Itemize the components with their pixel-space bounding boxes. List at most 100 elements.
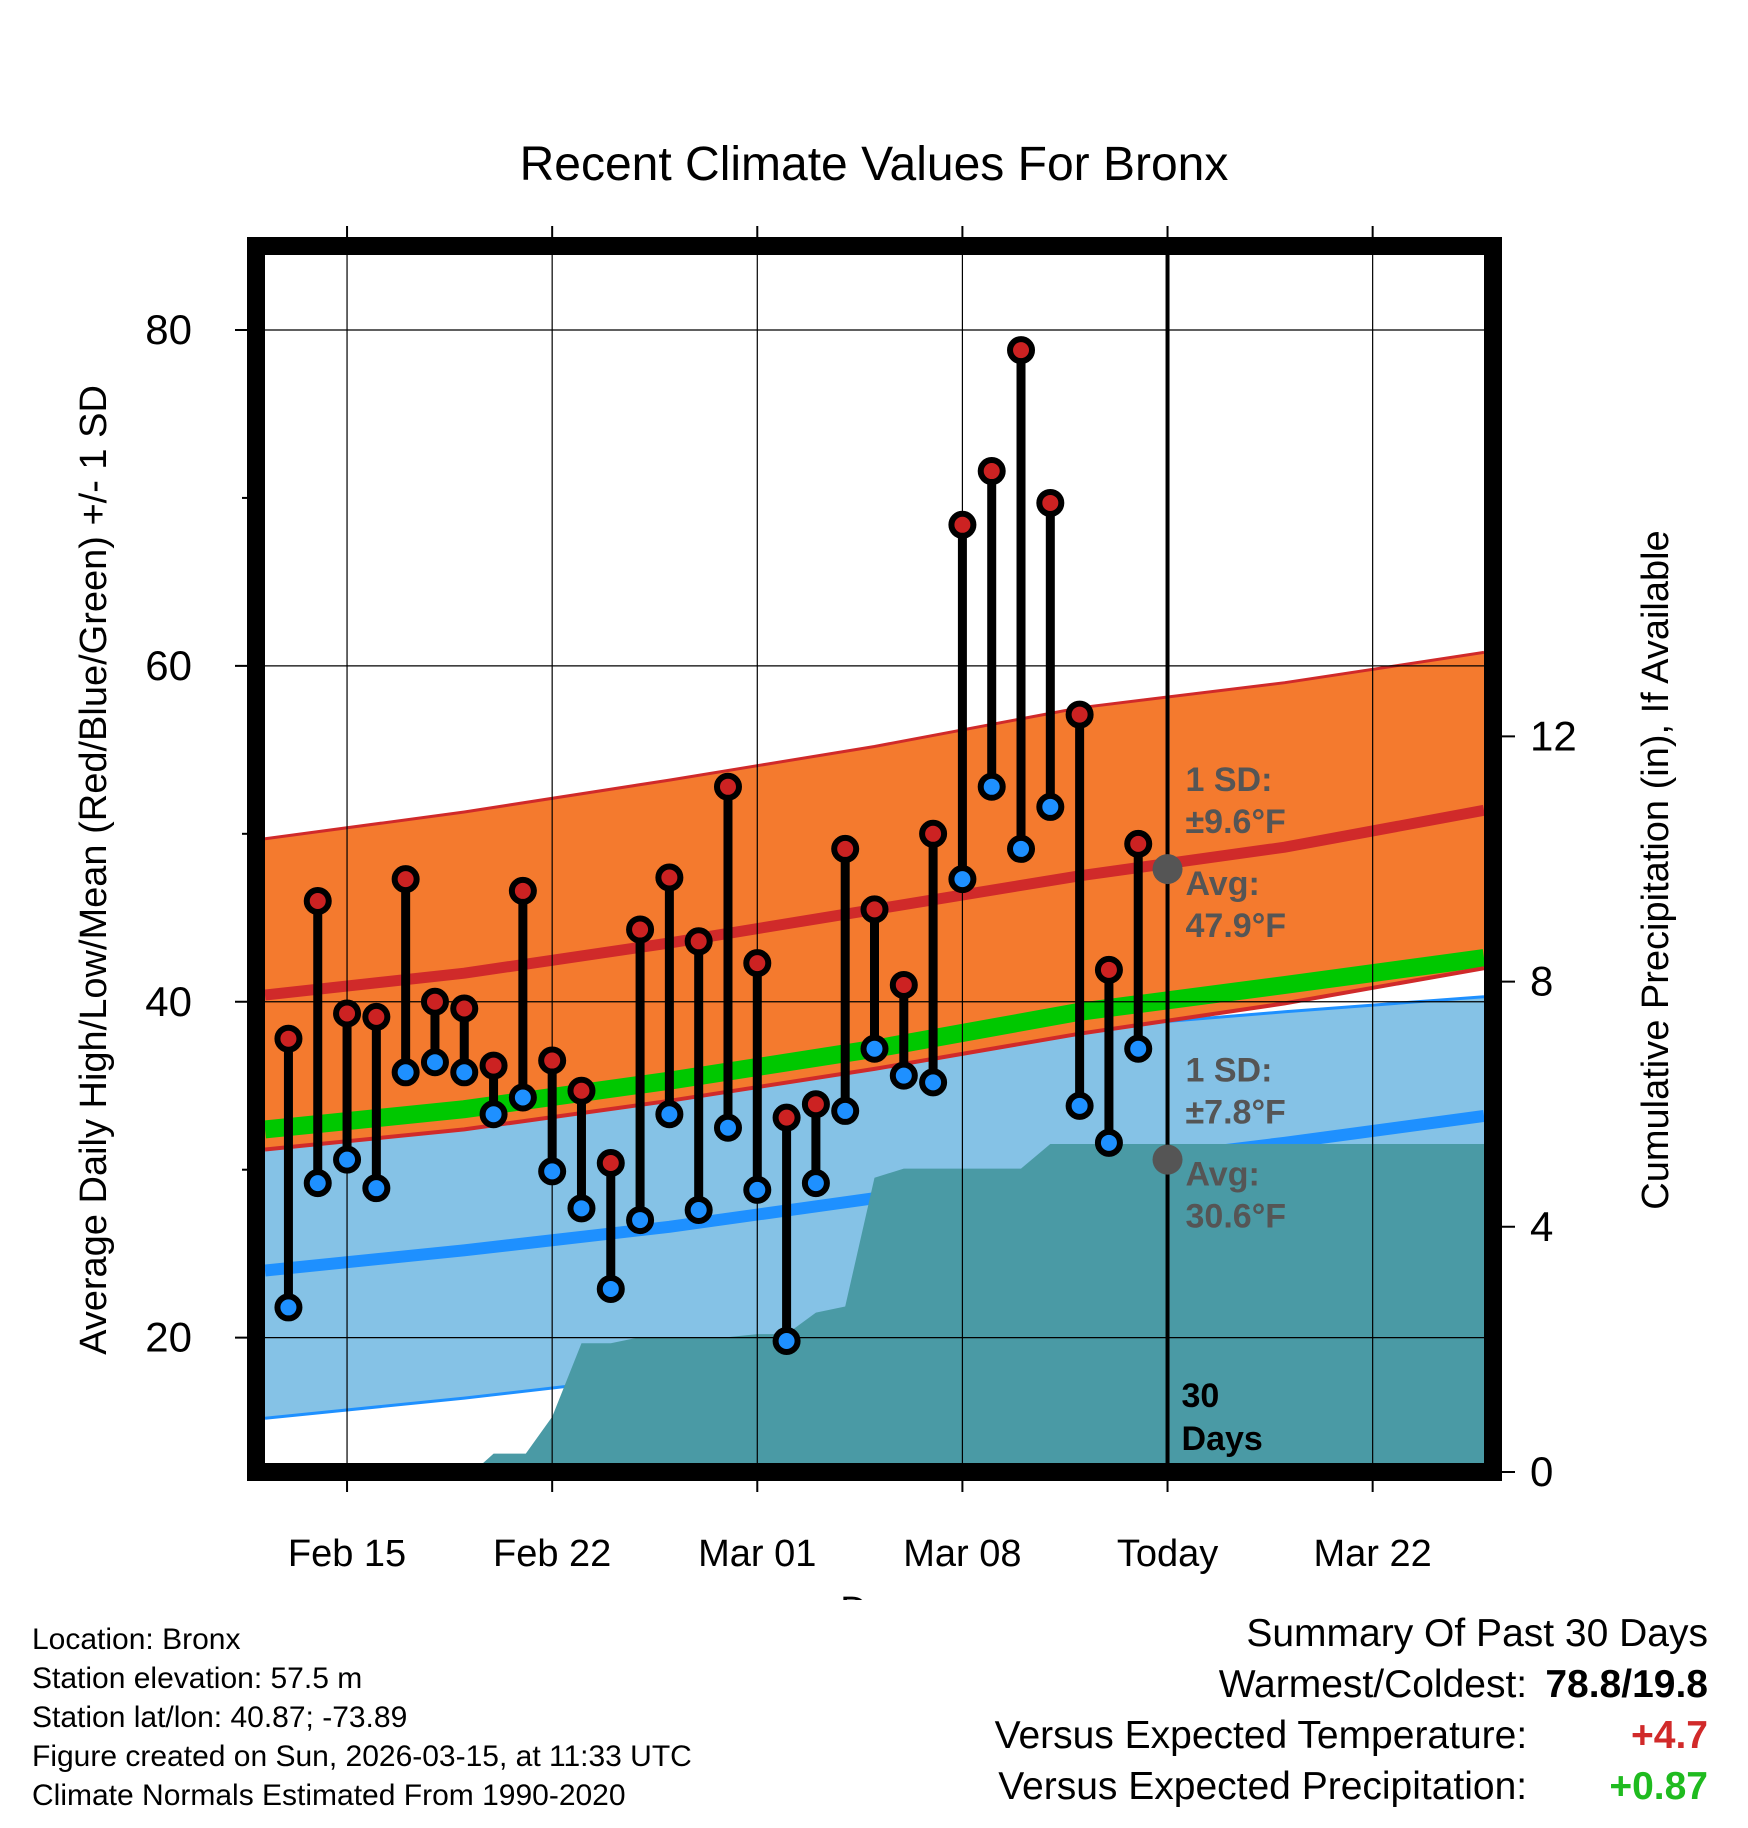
daily-high-point xyxy=(1065,700,1094,729)
daily-high-point xyxy=(743,949,772,978)
daily-low-point xyxy=(948,865,977,894)
daily-low-point xyxy=(538,1157,567,1186)
today-high-normal-point xyxy=(1152,854,1183,885)
daily-high-point xyxy=(596,1148,625,1177)
daily-high-point xyxy=(772,1103,801,1132)
daily-low-point xyxy=(626,1206,655,1235)
daily-high-point xyxy=(919,819,948,848)
daily-low-point xyxy=(1007,834,1036,863)
precipitation-area xyxy=(473,1144,1484,1472)
daily-low-point xyxy=(1094,1128,1123,1157)
daily-high-point xyxy=(655,863,684,892)
warmest-label: Warmest/Coldest: xyxy=(1218,1663,1528,1706)
plot-frame xyxy=(247,237,1502,1481)
figure-created: Figure created on Sun, 2026-03-15, at 11… xyxy=(32,1740,692,1773)
x-tick-label-today: Today xyxy=(1117,1533,1218,1575)
x-tick-label-mar-01: Mar 01 xyxy=(698,1533,816,1575)
precip-departure-label: Versus Expected Precipitation: xyxy=(998,1765,1528,1808)
normal-annotations: 1 SD: ±9.6°F Avg: 47.9°F 1 SD: ±7.8°F Avg: 30.6… xyxy=(1152,761,1287,1458)
high-sd-upper-edge xyxy=(265,650,1484,841)
daily-low-point xyxy=(450,1058,479,1087)
daily-high-point xyxy=(538,1046,567,1075)
daily-high-point xyxy=(626,915,655,944)
high-avg-value: 47.9°F xyxy=(1186,907,1287,945)
low-avg-label: Avg: xyxy=(1186,1156,1260,1194)
daily-low-point xyxy=(567,1194,596,1223)
daily-high-point xyxy=(508,876,537,905)
daily-high-point xyxy=(391,865,420,894)
station-latlon: Station lat/lon: 40.87; -73.89 xyxy=(32,1701,408,1734)
today-low-normal-point xyxy=(1152,1144,1183,1175)
daily-low-point xyxy=(889,1061,918,1090)
daily-high-point xyxy=(948,510,977,539)
station-elevation: Station elevation: 57.5 m xyxy=(32,1662,363,1695)
summary-temp-row: Versus Expected Temperature: +4.7 xyxy=(995,1710,1708,1761)
daily-low-point xyxy=(919,1068,948,1097)
warmest-value: 78.8/19.8 xyxy=(1545,1663,1708,1706)
daily-low-point xyxy=(831,1096,860,1125)
daily-low-point xyxy=(860,1034,889,1063)
days-count-label: 30 xyxy=(1182,1377,1220,1415)
y-tick-label-60: 60 xyxy=(145,642,192,689)
precip-departure-value: +0.87 xyxy=(1609,1765,1708,1808)
y2-tick-label-8: 8 xyxy=(1530,958,1553,1005)
high-sd-label: 1 SD: xyxy=(1186,761,1273,799)
daily-low-point xyxy=(420,1048,449,1077)
daily-high-point xyxy=(1007,336,1036,365)
high-sd-lower-edge xyxy=(265,966,1484,1152)
daily-high-point xyxy=(420,987,449,1016)
daily-high-point xyxy=(333,999,362,1028)
daily-low-point xyxy=(801,1169,830,1198)
daily-high-point xyxy=(274,1024,303,1053)
temp-departure-value: +4.7 xyxy=(1631,1714,1708,1757)
x-tick-label-feb-22: Feb 22 xyxy=(493,1533,611,1575)
low-sd-value: ±7.8°F xyxy=(1186,1094,1286,1132)
x-tick-label-feb-15: Feb 15 xyxy=(288,1533,406,1575)
x-tick-label-mar-08: Mar 08 xyxy=(903,1533,1021,1575)
daily-low-point xyxy=(772,1327,801,1356)
y2-axis-label: Cumulative Precipitation (in), If Availa… xyxy=(1635,530,1677,1209)
axes: 20 40 60 80 0 4 8 12 Feb 15 Feb 22 Mar 01 Mar 08 Tod… xyxy=(145,226,1577,1575)
daily-low-point xyxy=(508,1083,537,1112)
daily-low-point xyxy=(655,1100,684,1129)
daily-low-point xyxy=(333,1145,362,1174)
high-avg-label: Avg: xyxy=(1186,865,1260,903)
daily-high-point xyxy=(801,1090,830,1119)
daily-low-point xyxy=(1036,792,1065,821)
daily-high-point xyxy=(1124,829,1153,858)
precipitation-area-shape xyxy=(473,1144,1484,1472)
daily-high-point xyxy=(889,970,918,999)
days-word-label: Days xyxy=(1182,1420,1263,1458)
daily-high-point xyxy=(860,895,889,924)
daily-high-point xyxy=(567,1076,596,1105)
station-location: Location: Bronx xyxy=(32,1623,241,1656)
daily-markers xyxy=(274,336,1153,1356)
daily-low-point xyxy=(977,772,1006,801)
daily-low-point xyxy=(743,1175,772,1204)
daily-low-point xyxy=(303,1169,332,1198)
temp-departure-label: Versus Expected Temperature: xyxy=(994,1714,1528,1757)
chart-title: Recent Climate Values For Bronx xyxy=(520,138,1229,191)
climate-chart: Recent Climate Values For Bronx 1 SD: ±9.… xyxy=(73,138,1677,1600)
daily-high-point xyxy=(1036,488,1065,517)
low-avg-value: 30.6°F xyxy=(1186,1198,1287,1236)
daily-low-point xyxy=(596,1274,625,1303)
y-tick-label-80: 80 xyxy=(145,306,192,353)
x-axis-label: Day xyxy=(840,1590,908,1600)
y2-tick-label-0: 0 xyxy=(1530,1448,1553,1495)
daily-high-point xyxy=(362,1002,391,1031)
summary-panel: Summary Of Past 30 Days Warmest/Coldest:… xyxy=(995,1608,1708,1812)
daily-low-point xyxy=(1124,1034,1153,1063)
y2-tick-label-4: 4 xyxy=(1530,1203,1553,1250)
daily-low-point xyxy=(391,1058,420,1087)
daily-range-stems xyxy=(283,350,1143,1342)
daily-high-point xyxy=(684,927,713,956)
daily-high-point xyxy=(303,886,332,915)
daily-low-point xyxy=(274,1293,303,1322)
y2-tick-label-12: 12 xyxy=(1530,712,1577,759)
high-sd-value: ±9.6°F xyxy=(1186,803,1286,841)
y-tick-label-40: 40 xyxy=(145,978,192,1025)
daily-low-point xyxy=(713,1113,742,1142)
daily-high-point xyxy=(479,1051,508,1080)
low-sd-label: 1 SD: xyxy=(1186,1052,1273,1090)
